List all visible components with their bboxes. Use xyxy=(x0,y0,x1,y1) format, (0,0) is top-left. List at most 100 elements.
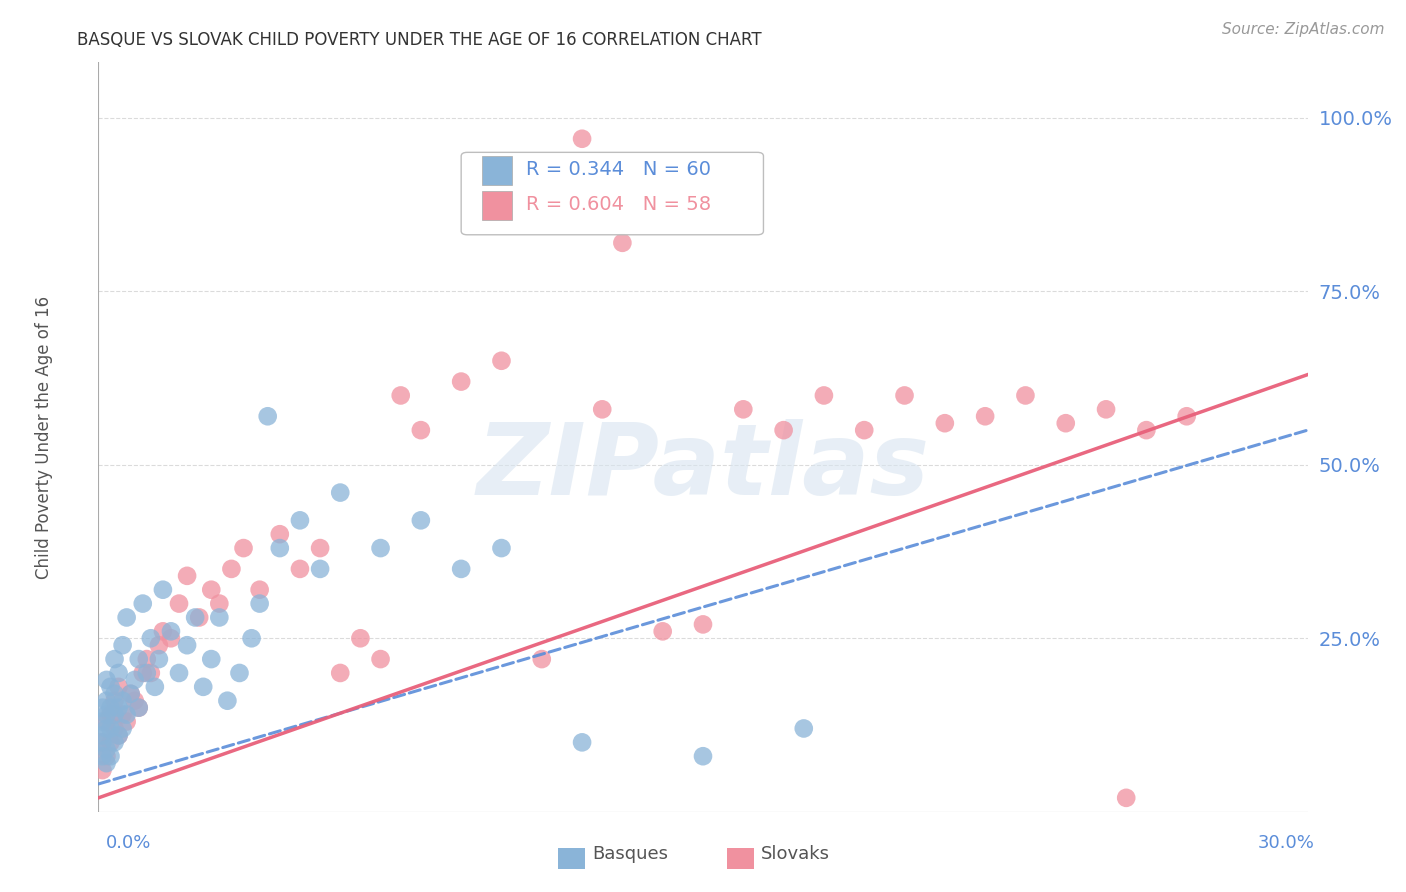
Point xyxy=(132,665,155,680)
Point xyxy=(152,624,174,639)
Text: R = 0.604   N = 58: R = 0.604 N = 58 xyxy=(526,195,711,214)
Text: ZIPatlas: ZIPatlas xyxy=(477,418,929,516)
Point xyxy=(132,597,155,611)
Point xyxy=(309,541,332,555)
Point xyxy=(974,409,997,424)
Point xyxy=(91,728,114,742)
Point xyxy=(1175,409,1198,424)
Point xyxy=(91,735,114,749)
Point xyxy=(111,707,134,722)
Text: 30.0%: 30.0% xyxy=(1258,834,1315,852)
Point xyxy=(772,423,794,437)
Point xyxy=(91,735,114,749)
Point xyxy=(152,582,174,597)
Point xyxy=(409,423,432,437)
Point xyxy=(103,735,125,749)
Point xyxy=(491,353,513,368)
Point xyxy=(193,680,215,694)
Point xyxy=(135,665,157,680)
Point xyxy=(184,610,207,624)
Text: R = 0.344   N = 60: R = 0.344 N = 60 xyxy=(526,160,711,179)
Point xyxy=(409,513,432,527)
Point xyxy=(1014,388,1036,402)
Point xyxy=(100,700,122,714)
Text: 0.0%: 0.0% xyxy=(105,834,150,852)
Point xyxy=(107,728,129,742)
Point xyxy=(100,722,122,736)
Point xyxy=(96,742,118,756)
Point xyxy=(103,687,125,701)
Point xyxy=(893,388,915,402)
Point xyxy=(228,665,250,680)
Point xyxy=(692,749,714,764)
Text: Basques: Basques xyxy=(592,845,668,863)
Point xyxy=(148,652,170,666)
Point xyxy=(139,665,162,680)
Point xyxy=(115,714,138,729)
Text: BASQUE VS SLOVAK CHILD POVERTY UNDER THE AGE OF 16 CORRELATION CHART: BASQUE VS SLOVAK CHILD POVERTY UNDER THE… xyxy=(77,31,762,49)
Point xyxy=(1135,423,1157,437)
Point xyxy=(692,617,714,632)
Point xyxy=(128,700,150,714)
Point xyxy=(103,694,125,708)
Point xyxy=(530,652,553,666)
Text: Source: ZipAtlas.com: Source: ZipAtlas.com xyxy=(1222,22,1385,37)
Point xyxy=(96,722,118,736)
Point xyxy=(813,388,835,402)
Point xyxy=(107,665,129,680)
Point xyxy=(100,680,122,694)
Point xyxy=(100,707,122,722)
Point xyxy=(100,735,122,749)
Point xyxy=(288,562,311,576)
Point xyxy=(91,700,114,714)
Point xyxy=(148,638,170,652)
Point xyxy=(450,375,472,389)
Point xyxy=(96,694,118,708)
Point xyxy=(370,652,392,666)
Point xyxy=(651,624,673,639)
Point xyxy=(176,638,198,652)
Point xyxy=(91,714,114,729)
Point xyxy=(135,652,157,666)
Point xyxy=(491,541,513,555)
Point xyxy=(288,513,311,527)
Point xyxy=(1115,790,1137,805)
Point xyxy=(96,673,118,687)
Point xyxy=(370,541,392,555)
Point xyxy=(96,749,118,764)
Point xyxy=(107,680,129,694)
Point xyxy=(329,665,352,680)
Point xyxy=(111,722,134,736)
Point xyxy=(91,749,114,764)
Point xyxy=(103,722,125,736)
Point xyxy=(232,541,254,555)
Point xyxy=(269,527,291,541)
Point xyxy=(249,597,271,611)
Point xyxy=(96,707,118,722)
Point xyxy=(571,735,593,749)
Point xyxy=(793,722,815,736)
Point xyxy=(221,562,243,576)
Point xyxy=(107,728,129,742)
Point xyxy=(269,541,291,555)
Point xyxy=(249,582,271,597)
Point xyxy=(733,402,755,417)
Point xyxy=(240,632,263,646)
Point xyxy=(853,423,876,437)
Point xyxy=(120,687,142,701)
Bar xyxy=(482,191,512,219)
Point xyxy=(160,624,183,639)
Point xyxy=(934,416,956,430)
Point xyxy=(571,132,593,146)
Bar xyxy=(482,156,512,185)
Point xyxy=(128,700,150,714)
Point xyxy=(103,707,125,722)
Bar xyxy=(727,848,754,870)
Point xyxy=(120,687,142,701)
Point xyxy=(1054,416,1077,430)
Point xyxy=(100,749,122,764)
Point xyxy=(103,652,125,666)
Point xyxy=(200,652,222,666)
Text: Slovaks: Slovaks xyxy=(761,845,830,863)
Point xyxy=(612,235,634,250)
